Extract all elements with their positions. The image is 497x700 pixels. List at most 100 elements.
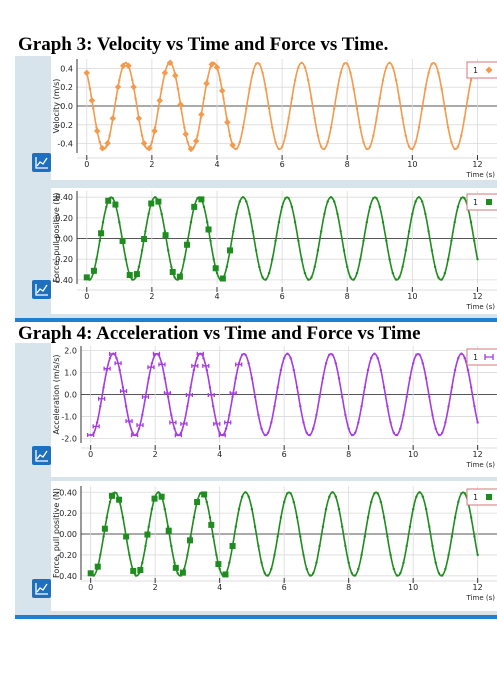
- data-point: [202, 356, 205, 360]
- data-point: [118, 368, 121, 372]
- data-point: [212, 405, 215, 408]
- legend-label: 1: [473, 66, 478, 75]
- data-point: [99, 405, 102, 408]
- data-point: [150, 507, 154, 511]
- data-point: [476, 553, 479, 557]
- graph-options-icon-axes: [35, 157, 48, 169]
- data-point: [189, 535, 192, 538]
- data-point: [408, 525, 412, 528]
- data-marker: [114, 361, 122, 366]
- data-point: [280, 205, 284, 209]
- data-point: [287, 197, 290, 200]
- data-point: [359, 258, 362, 261]
- data-point: [280, 145, 284, 148]
- y-tick-label: 0.40: [55, 193, 73, 202]
- data-point: [352, 278, 355, 281]
- data-point: [307, 79, 310, 82]
- data-point: [308, 433, 312, 437]
- chart-3: 2.0 1.0 0.0 -1.0 -2.0 0 2 4 6 8 10 12 Time (s) Accele…: [32, 343, 497, 477]
- data-point: [328, 495, 331, 498]
- data-point: [266, 431, 270, 434]
- data-point: [360, 405, 363, 408]
- data-point: [370, 356, 373, 360]
- data-point: [430, 249, 434, 252]
- data-point: [372, 134, 375, 137]
- data-point: [381, 221, 385, 224]
- data-point: [183, 421, 186, 424]
- data-point: [362, 239, 365, 243]
- data-point: [176, 87, 180, 91]
- data-point: [137, 265, 141, 269]
- data-point: [196, 134, 199, 137]
- data-point: [331, 491, 334, 494]
- data-point: [160, 87, 163, 91]
- data-marker: [123, 533, 130, 540]
- data-point: [102, 535, 105, 538]
- graph-options-icon[interactable]: [32, 280, 51, 299]
- data-point: [463, 492, 466, 495]
- data-point: [437, 276, 440, 279]
- data-point: [424, 87, 427, 91]
- data-point: [140, 134, 144, 137]
- data-point: [251, 71, 254, 75]
- data-point: [347, 427, 350, 430]
- data-point: [276, 535, 279, 538]
- data-point: [344, 544, 347, 548]
- data-point: [433, 62, 437, 66]
- x-tick-label: 12: [473, 450, 483, 459]
- data-point: [247, 495, 250, 498]
- graph-3-panel: 0.4 0.2 0.0 -0.2 -0.4 0 2 4 6 8 10 12 Time (s) Veloci…: [15, 56, 497, 318]
- data-point: [192, 516, 196, 519]
- y-tick-label: 1.0: [64, 368, 77, 377]
- data-point: [205, 500, 208, 504]
- y-axis-label: Acceleration (m/s/s): [52, 354, 61, 434]
- data-point: [453, 147, 456, 151]
- data-point: [388, 61, 391, 64]
- data-point: [428, 395, 431, 399]
- data-point: [379, 500, 383, 504]
- data-point: [228, 561, 231, 564]
- data-marker: [219, 275, 226, 282]
- data-point: [98, 239, 102, 243]
- data-point: [418, 353, 421, 356]
- data-point: [385, 66, 388, 69]
- data-point: [105, 368, 109, 372]
- data-point: [378, 205, 381, 209]
- data-point: [292, 500, 295, 504]
- data-marker: [108, 492, 115, 499]
- graph-4-panel: 2.0 1.0 0.0 -1.0 -2.0 0 2 4 6 8 10 12 Time (s) Accele…: [15, 343, 497, 617]
- data-point: [344, 413, 347, 417]
- data-point: [331, 353, 334, 356]
- x-tick-label: 6: [280, 292, 285, 301]
- data-point: [421, 362, 424, 365]
- data-point: [263, 572, 266, 575]
- graph-4-divider: [15, 615, 497, 619]
- data-point: [434, 561, 437, 564]
- data-point: [353, 431, 357, 434]
- data-point: [456, 145, 460, 148]
- graph-options-icon-axes: [35, 583, 48, 595]
- graph-options-icon[interactable]: [32, 446, 51, 465]
- data-point: [128, 421, 131, 424]
- x-tick-label: 8: [345, 160, 350, 169]
- data-point: [292, 368, 295, 372]
- data-point: [391, 66, 394, 69]
- x-tick-label: 6: [282, 450, 287, 459]
- data-point: [115, 492, 118, 495]
- data-point: [336, 212, 339, 216]
- x-tick-label: 4: [214, 160, 219, 169]
- data-point: [395, 574, 399, 577]
- x-tick-label: 12: [473, 583, 483, 592]
- data-point: [267, 271, 271, 275]
- chart-1: 0.4 0.2 0.0 -0.2 -0.4 0 2 4 6 8 10 12 Time (s) Veloci…: [32, 56, 497, 180]
- data-point: [363, 386, 366, 389]
- legend-label: 1: [473, 353, 478, 362]
- data-point: [470, 516, 473, 519]
- data-point: [115, 356, 118, 360]
- graph-options-icon[interactable]: [32, 579, 51, 598]
- data-point: [447, 553, 450, 557]
- data-point: [276, 386, 279, 389]
- data-point: [186, 239, 189, 243]
- graph-options-icon[interactable]: [32, 153, 51, 172]
- data-point: [157, 107, 160, 110]
